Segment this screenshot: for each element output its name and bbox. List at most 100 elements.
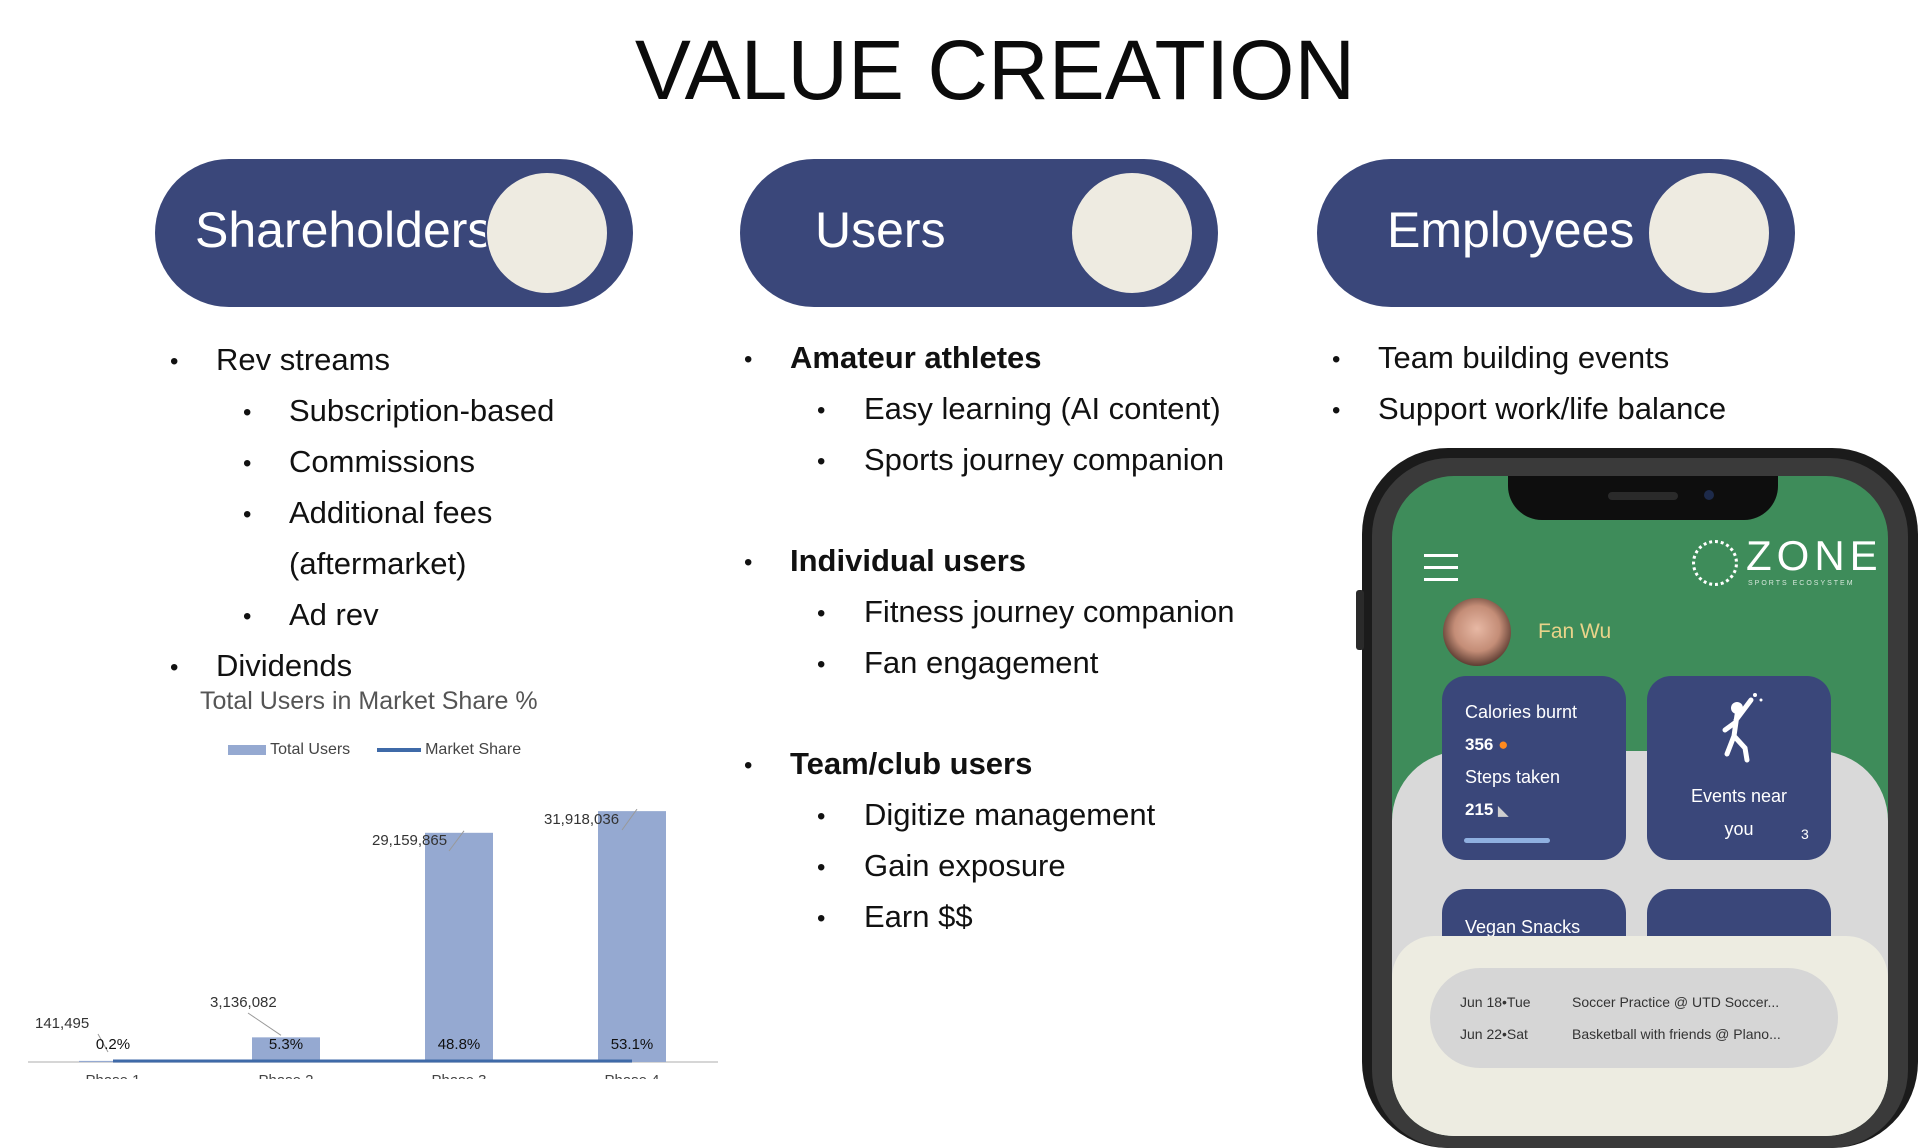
legend-swatch-bar [228,744,266,755]
bullet: • [243,450,252,477]
leader-line [621,808,638,831]
pill-label-employees: Employees [1387,202,1635,258]
bullet: • [817,448,826,475]
toggle-knob [485,171,609,295]
brand-subtitle: SPORTS ECOSYSTEM [1748,580,1855,587]
x-tick-label: Phase 3 [431,1072,486,1079]
brand-name: ZONE [1746,532,1883,579]
bullet: • [243,501,252,528]
leader-line [97,1033,109,1053]
chart-title: Total Users in Market Share % [200,687,538,715]
list-item: Rev streams [216,342,390,377]
bullet: • [744,346,753,373]
pill-shareholders: Shareholders [155,159,633,307]
toggle-knob [1070,171,1194,295]
list-item: Fan engagement [864,645,1099,680]
pill-label-shareholders: Shareholders [195,202,493,258]
events-count: 3 [1801,826,1809,842]
users-chart: 141,495 Phase 1 3,136,082 Phase 2 29,159,865… [28,808,718,1079]
market-share-label: 48.8% [438,1036,481,1053]
list-heading: Amateur athletes [790,340,1042,375]
list-item: Subscription-based [289,393,555,428]
list-item: Additional fees [289,495,493,530]
chart-legend: Total Users Market Share [228,741,521,759]
events-near-card[interactable]: Events near you 3 [1647,676,1831,860]
pill-users: Users [740,159,1218,307]
bar-value-label: 3,136,082 [210,994,277,1011]
camera-icon [1704,490,1714,500]
x-tick-label: Phase 2 [258,1072,313,1079]
list-item: (aftermarket) [289,546,467,581]
legend-label: Market Share [425,741,522,758]
event-title[interactable]: Basketball with friends @ Plano... [1572,1026,1781,1042]
bullet: • [243,399,252,426]
user-name: Fan Wu [1538,620,1612,643]
event-date: Jun 22•Sat [1460,1026,1528,1042]
market-share-label: 53.1% [611,1036,654,1053]
leader-line [448,830,465,852]
bullet: • [817,854,826,881]
bar [425,832,493,1062]
list-heading: Team/club users [790,746,1033,781]
pill-employees: Employees [1317,159,1795,307]
market-share-label: 0.2% [96,1036,130,1053]
flame-icon: ● [1498,735,1509,754]
list-item: Easy learning (AI content) [864,391,1221,426]
list-item: Ad rev [289,597,379,632]
calories-value-row: 356 ● [1465,735,1508,755]
bar [598,811,666,1062]
bullet: • [1332,397,1341,424]
list-item: Team building events [1378,340,1670,375]
market-share-label: 5.3% [269,1036,303,1053]
bullet: • [817,600,826,627]
bar-value-label: 31,918,036 [544,811,619,828]
bullet: • [170,348,179,375]
legend-label: Total Users [270,741,351,758]
bullet: • [744,549,753,576]
slide-title: VALUE CREATION [634,23,1356,117]
list-heading: Individual users [790,543,1027,578]
activity-card[interactable]: Calories burnt 356 ● Steps taken 215 ◣ [1442,676,1626,860]
steps-value: 215 [1465,800,1494,819]
steps-value-row: 215 ◣ [1465,800,1508,820]
speaker-grille [1608,492,1678,500]
bottom-sheet: Jun 18•Tue Soccer Practice @ UTD Soccer.… [1392,936,1888,1136]
legend-swatch-line [376,747,421,752]
toggle-knob [1647,171,1771,295]
list-item: Support work/life balance [1378,391,1727,426]
list-item: Gain exposure [864,848,1066,883]
leader-line [247,1012,282,1036]
vegan-snacks-label: Vegan Snacks [1465,917,1581,937]
list-item: Dividends [216,648,353,683]
bar [252,1037,320,1062]
steps-label: Steps taken [1465,767,1561,787]
calories-label: Calories burnt [1465,702,1578,722]
basketball-player-icon [1722,693,1763,763]
bullet: • [817,803,826,830]
shoe-icon: ◣ [1498,803,1509,818]
zone-logo-icon [1692,540,1738,586]
list-item: Fitness journey companion [864,594,1235,629]
bullet: • [817,651,826,678]
pill-label-users: Users [815,202,946,258]
x-tick-label: Phase 4 [604,1072,659,1079]
bullet: • [1332,346,1341,373]
list-item: Commissions [289,444,476,479]
bullet: • [744,752,753,779]
events-label-1: Events near [1690,786,1788,806]
calories-value: 356 [1465,735,1494,754]
steps-progress-bar [1464,838,1550,843]
event-title[interactable]: Soccer Practice @ UTD Soccer... [1572,994,1780,1010]
bar-value-label: 141,495 [35,1015,89,1032]
list-item: Digitize management [864,797,1156,832]
event-date: Jun 18•Tue [1460,994,1531,1010]
list-item: Sports journey companion [864,442,1225,477]
phone-notch [1508,476,1778,520]
avatar[interactable] [1443,598,1511,666]
bullet: • [817,397,826,424]
bullet: • [170,654,179,681]
hamburger-menu-icon[interactable] [1424,554,1458,581]
bullet: • [817,905,826,932]
upcoming-events-list: Jun 18•Tue Soccer Practice @ UTD Soccer.… [1430,968,1838,1068]
phone-side-button [1356,590,1364,650]
